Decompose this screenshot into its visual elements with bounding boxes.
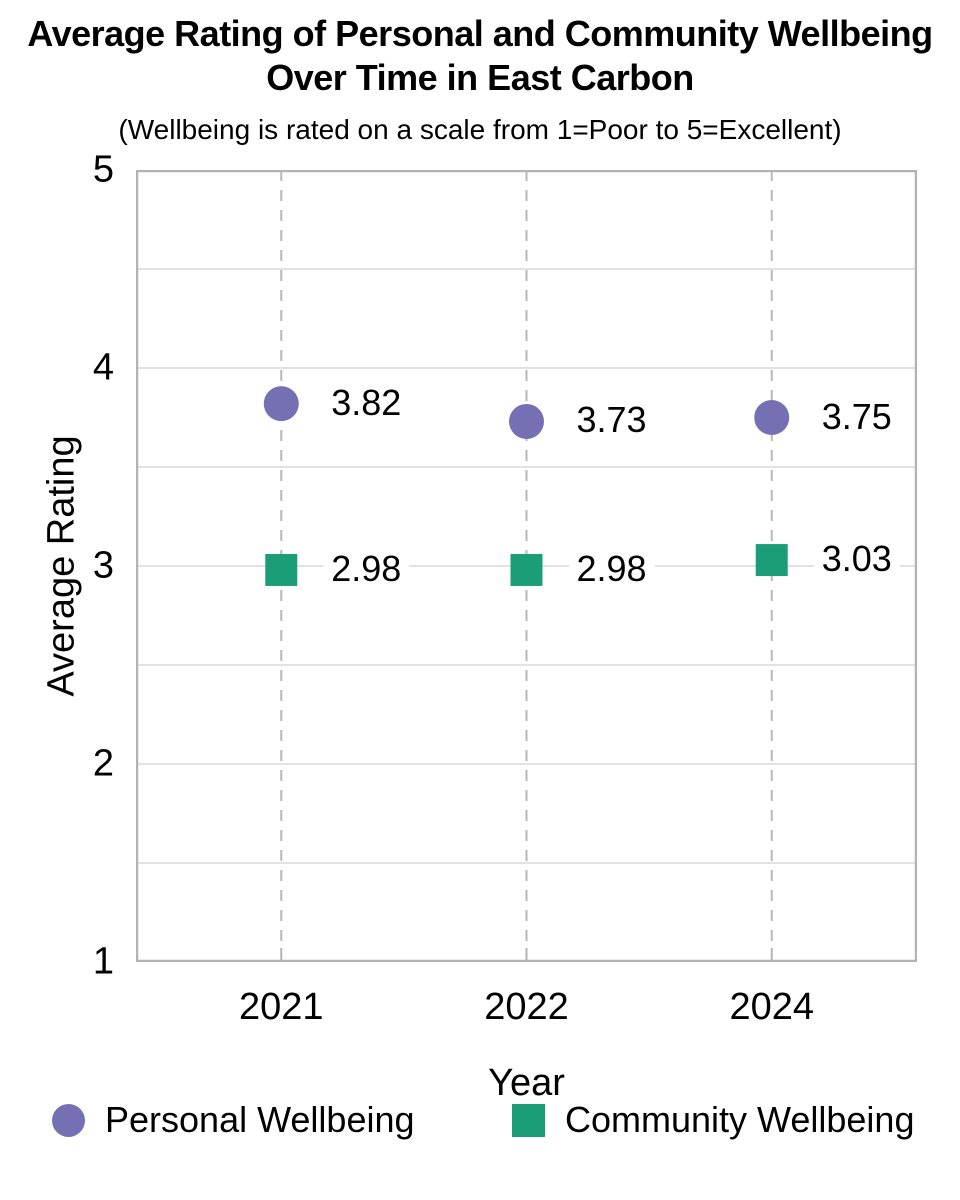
- plot-canvas: [136, 170, 917, 962]
- data-point-marker: [510, 553, 543, 586]
- y-tick-label: 1: [92, 940, 114, 983]
- legend-item-community-wellbeing: Community Wellbeing: [512, 1099, 915, 1140]
- data-point-marker: [265, 553, 298, 586]
- data-point-label: 3.03: [813, 537, 900, 582]
- data-point-label: 3.82: [323, 380, 410, 425]
- x-tick-label: 2024: [729, 986, 814, 1028]
- data-point-label: 3.75: [813, 394, 900, 439]
- chart-title-line1: Average Rating of Personal and Community…: [27, 13, 933, 54]
- data-point-marker: [263, 386, 299, 422]
- data-point-label: 2.98: [568, 547, 655, 592]
- legend-label-personal-wellbeing: Personal Wellbeing: [105, 1099, 415, 1140]
- data-point-marker: [509, 403, 544, 439]
- plot-area: [136, 170, 917, 962]
- y-tick-label: 2: [92, 742, 114, 785]
- chart-legend: Personal Wellbeing Community Wellbeing: [0, 1099, 960, 1140]
- data-point-label: 3.73: [568, 398, 655, 443]
- chart-title: Average Rating of Personal and Community…: [0, 12, 960, 100]
- y-tick-label: 3: [92, 544, 114, 587]
- chart-title-line2: Over Time in East Carbon: [266, 56, 694, 98]
- x-tick-label: 2022: [484, 986, 569, 1028]
- x-tick-label: 2021: [238, 986, 324, 1028]
- personal-wellbeing-marker-icon: [52, 1103, 85, 1137]
- y-axis-tick-labels: 5 4 3 2 1: [0, 0, 114, 1200]
- legend-item-personal-wellbeing: Personal Wellbeing: [52, 1099, 415, 1140]
- y-tick-label: 5: [92, 148, 114, 191]
- data-point-marker: [755, 544, 788, 577]
- x-axis-title: Year: [488, 1062, 565, 1104]
- plot-border: [136, 170, 917, 962]
- data-point-marker: [754, 400, 790, 435]
- data-point-label: 2.98: [323, 547, 410, 592]
- chart-subtitle: (Wellbeing is rated on a scale from 1=Po…: [118, 114, 842, 145]
- y-tick-label: 4: [92, 346, 114, 389]
- community-wellbeing-marker-icon: [512, 1103, 545, 1137]
- legend-label-community-wellbeing: Community Wellbeing: [565, 1099, 915, 1140]
